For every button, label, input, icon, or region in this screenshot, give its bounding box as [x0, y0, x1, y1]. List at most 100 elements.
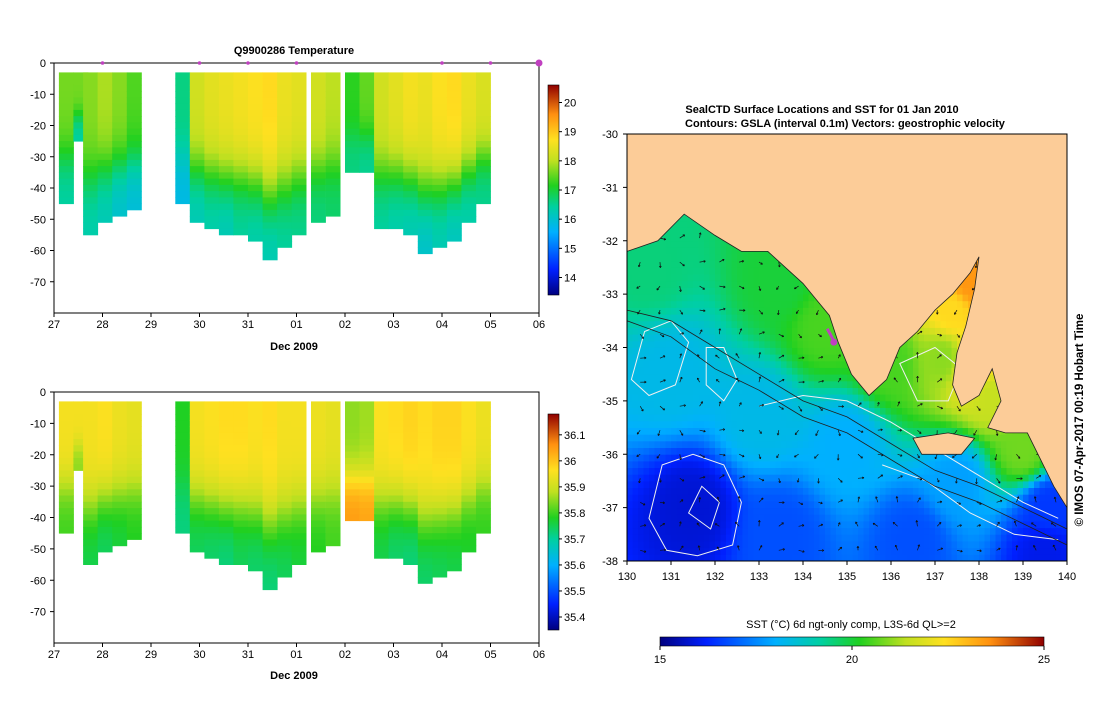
- temperature-profile-cell: [476, 97, 491, 104]
- sst-cell: [864, 494, 870, 501]
- sst-cell: [880, 501, 886, 508]
- sst-cell: [627, 461, 633, 468]
- sst-cell: [930, 341, 936, 348]
- sst-cell: [820, 534, 826, 541]
- sst-cell: [644, 294, 650, 301]
- sst-cell: [721, 454, 727, 461]
- sst-cell: [688, 334, 694, 341]
- salinity-profile-cell: [277, 414, 292, 421]
- sst-cell: [787, 434, 793, 441]
- temperature-profile-cell: [277, 172, 292, 179]
- sst-cell: [627, 501, 633, 508]
- sst-cell: [781, 494, 787, 501]
- sst-cell: [748, 454, 754, 461]
- sst-cell: [853, 548, 859, 555]
- sst-cell: [831, 381, 837, 388]
- sst-cell: [858, 548, 864, 555]
- sst-cell: [644, 368, 650, 375]
- salinity-profile-cell: [432, 401, 447, 408]
- sst-cell: [875, 421, 881, 428]
- sst-cell: [754, 461, 760, 468]
- temperature-profile-cell: [248, 135, 263, 142]
- temperature-profile-cell: [311, 179, 326, 186]
- sst-cell: [886, 528, 892, 535]
- sst-cell: [924, 368, 930, 375]
- temperature-x-tick-label: 28: [96, 319, 108, 331]
- temperature-profile-cell: [403, 110, 418, 117]
- salinity-profile-cell: [311, 514, 326, 521]
- salinity-profile-cell: [476, 514, 491, 521]
- salinity-profile-cell: [461, 496, 476, 503]
- sst-cell: [737, 408, 743, 415]
- sst-cell: [831, 488, 837, 495]
- sst-cell: [787, 534, 793, 541]
- temperature-plot-cells: [59, 72, 491, 260]
- salinity-profile-cell: [432, 439, 447, 446]
- salinity-profile-cell: [292, 427, 307, 434]
- sst-cell: [715, 381, 721, 388]
- sst-cell: [792, 441, 798, 448]
- salinity-profile-cell: [204, 502, 219, 509]
- sst-cell: [809, 548, 815, 555]
- sst-cell: [924, 534, 930, 541]
- sst-cell: [754, 308, 760, 315]
- salinity-profile-cell: [277, 408, 292, 415]
- sst-cell: [710, 554, 716, 561]
- salinity-profile-cell: [345, 420, 360, 427]
- sst-cell: [814, 554, 820, 561]
- temperature-profile-cell: [59, 166, 74, 173]
- sst-cell: [726, 528, 732, 535]
- temperature-profile-cell: [112, 97, 127, 104]
- sst-cell: [748, 421, 754, 428]
- salinity-profile-cell: [127, 502, 142, 509]
- salinity-profile-cell: [98, 496, 113, 503]
- sst-cell: [803, 408, 809, 415]
- sst-cell: [726, 341, 732, 348]
- sst-cell: [682, 241, 688, 248]
- temperature-profile-cell: [389, 216, 404, 223]
- sst-cell: [869, 534, 875, 541]
- salinity-y-tick-label: -10: [30, 418, 46, 430]
- temperature-profile-cell: [476, 122, 491, 129]
- sst-cell: [831, 448, 837, 455]
- sst-cell: [748, 261, 754, 268]
- salinity-profile-cell: [311, 452, 326, 459]
- salinity-profile-cell: [233, 445, 248, 452]
- sst-cell: [710, 301, 716, 308]
- sst-cell: [781, 321, 787, 328]
- temperature-profile-cell: [311, 166, 326, 173]
- sst-cell: [930, 334, 936, 341]
- sst-cell: [919, 514, 925, 521]
- sst-cell: [688, 354, 694, 361]
- salinity-profile-cell: [389, 521, 404, 528]
- temperature-profile-cell: [403, 104, 418, 111]
- sst-cell: [704, 288, 710, 295]
- sst-cell: [737, 274, 743, 281]
- sst-cell: [842, 408, 848, 415]
- temperature-profile-cell: [374, 135, 389, 142]
- sst-cell: [649, 441, 655, 448]
- salinity-profile-cell: [461, 401, 476, 408]
- sst-cell: [831, 534, 837, 541]
- temperature-profile-cell: [233, 85, 248, 92]
- temperature-profile-cell: [447, 204, 462, 211]
- salinity-profile-cell: [233, 521, 248, 528]
- sst-cell: [842, 461, 848, 468]
- temperature-profile-cell: [263, 197, 278, 204]
- sst-cell: [671, 468, 677, 475]
- sst-cell: [682, 414, 688, 421]
- sst-cell: [787, 454, 793, 461]
- temperature-profile-cell: [311, 91, 326, 98]
- sst-cell: [743, 488, 749, 495]
- temperature-profile-cell: [403, 166, 418, 173]
- sst-cell: [781, 514, 787, 521]
- sst-cell: [847, 441, 853, 448]
- sst-cell: [919, 508, 925, 515]
- sst-cell: [693, 421, 699, 428]
- salinity-profile-cell: [461, 546, 476, 553]
- sst-cell: [930, 408, 936, 415]
- temperature-profile-cell: [311, 116, 326, 123]
- sst-cell: [693, 341, 699, 348]
- salinity-profile-cell: [403, 502, 418, 509]
- sst-cell: [836, 461, 842, 468]
